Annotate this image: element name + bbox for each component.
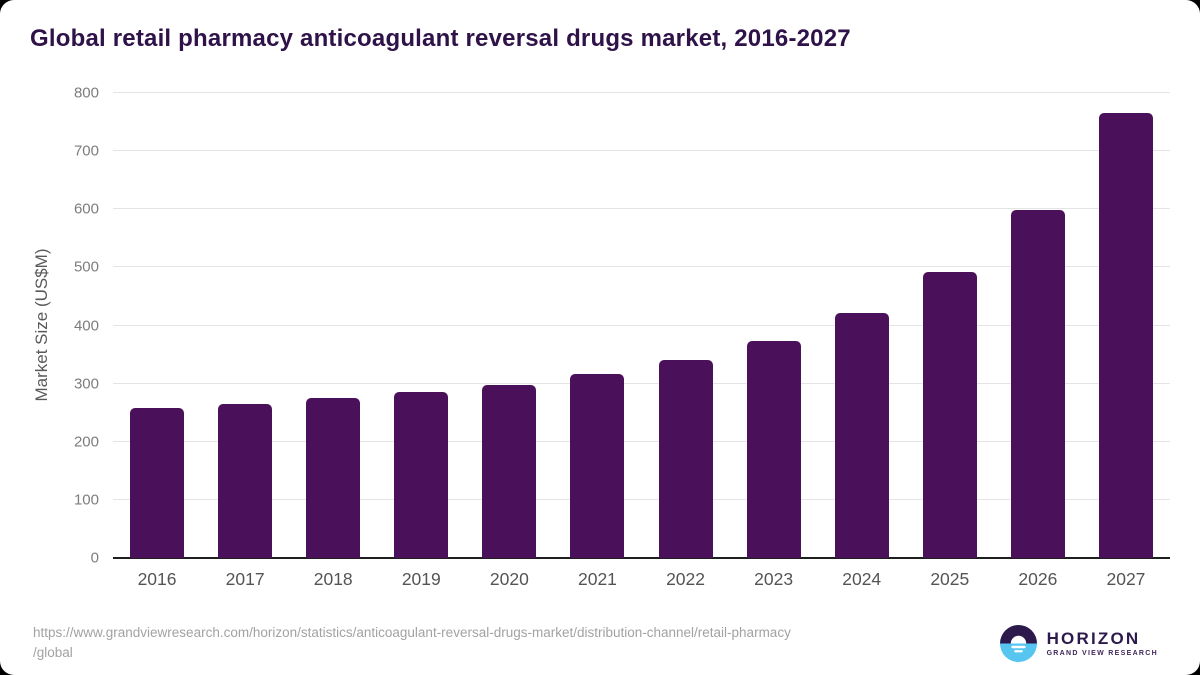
x-tick-label-2019: 2019: [401, 569, 441, 589]
logo-text: HORIZON GRAND VIEW RESEARCH: [1047, 630, 1158, 657]
gridline-500: [113, 266, 1170, 268]
gridline-200: [113, 440, 1170, 442]
gridline-800: [113, 92, 1170, 93]
x-tick-label-2018: 2018: [313, 569, 353, 589]
bar-2026: [1010, 210, 1065, 558]
bar-2020: [482, 384, 537, 558]
plot-area: 0 100 200 300 400 500 600 700 800 2016 2017 2018 201…: [74, 85, 1170, 589]
x-tick-label-2022: 2022: [666, 569, 705, 589]
x-axis-line: [113, 557, 1170, 559]
logo-subtitle: GRAND VIEW RESEARCH: [1046, 649, 1158, 657]
x-tick-label-2016: 2016: [137, 569, 177, 589]
bar-2018: [306, 398, 361, 558]
bar-2025: [922, 272, 977, 558]
footer: https://www.grandviewresearch.com/horizo…: [33, 623, 1158, 663]
x-tick-label-2024: 2024: [842, 569, 882, 589]
source-url-line1: https://www.grandviewresearch.com/horizo…: [33, 625, 791, 640]
bar-2019: [394, 392, 449, 558]
bar-2016: [130, 408, 185, 558]
gridline-600: [113, 208, 1170, 210]
y-tick-label-200: 200: [73, 433, 99, 451]
sunset-horizon-icon: [999, 624, 1037, 662]
x-tick-label-2020: 2020: [489, 569, 529, 589]
source-url: https://www.grandviewresearch.com/horizo…: [33, 623, 791, 663]
y-tick-label-600: 600: [73, 200, 99, 218]
x-tick-label-2025: 2025: [930, 569, 970, 589]
gridline-100: [113, 498, 1170, 500]
bar-2022: [658, 360, 713, 558]
gridline-700: [113, 150, 1170, 152]
y-tick-label-500: 500: [73, 258, 99, 276]
x-tick-label-2027: 2027: [1106, 569, 1146, 589]
bar-2027: [1098, 112, 1153, 558]
y-tick-label-800: 800: [73, 84, 99, 102]
chart-title: Global retail pharmacy anticoagulant rev…: [30, 25, 851, 52]
gridline-300: [113, 382, 1170, 384]
y-axis-title: Market Size (US$M): [32, 248, 51, 402]
y-tick-label-300: 300: [73, 375, 99, 393]
source-url-line2: /global: [33, 645, 73, 660]
bar-2021: [570, 374, 625, 558]
x-tick-label-2021: 2021: [577, 569, 617, 589]
gridline-400: [113, 324, 1170, 326]
y-tick-label-400: 400: [73, 317, 99, 334]
bar-2017: [218, 403, 273, 558]
x-tick-label-2023: 2023: [754, 569, 794, 589]
y-tick-label-100: 100: [73, 491, 99, 509]
bar-2024: [834, 313, 889, 558]
horizon-logo: HORIZON GRAND VIEW RESEARCH: [999, 624, 1158, 662]
bar-2023: [746, 340, 801, 558]
x-tick-label-2017: 2017: [225, 569, 265, 589]
logo-name: HORIZON: [1046, 628, 1141, 648]
x-tick-label-2026: 2026: [1018, 569, 1058, 589]
y-tick-label-0: 0: [90, 549, 99, 567]
y-tick-label-700: 700: [73, 142, 99, 160]
